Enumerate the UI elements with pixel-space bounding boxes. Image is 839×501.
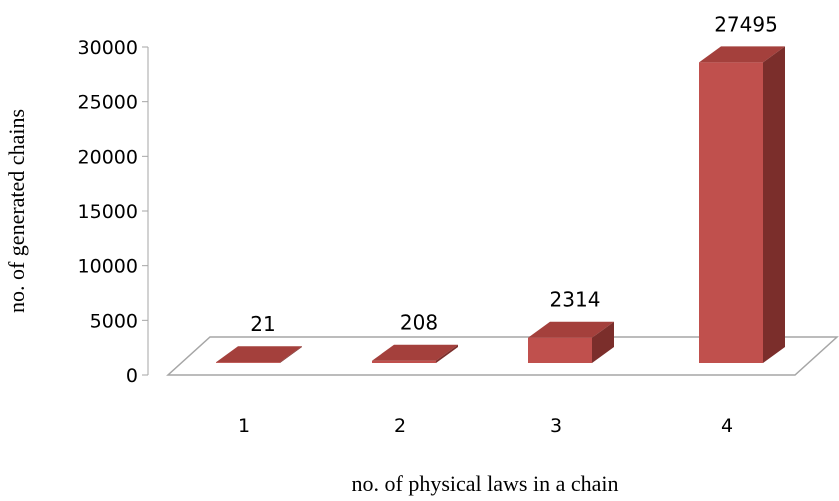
bar bbox=[216, 346, 302, 363]
bar-side bbox=[280, 346, 302, 363]
x-tick-label: 2 bbox=[394, 415, 406, 437]
bar-front bbox=[699, 62, 763, 363]
data-label: 2314 bbox=[550, 288, 601, 312]
x-tick-label: 4 bbox=[721, 415, 733, 437]
bar-front bbox=[372, 360, 436, 363]
bar-top bbox=[372, 344, 458, 361]
x-axis-title: no. of physical laws in a chain bbox=[352, 471, 619, 496]
y-axis: 0 5000 10000 15000 20000 25000 30000 bbox=[78, 37, 149, 387]
y-axis-title: no. of generated chains bbox=[4, 109, 29, 313]
data-label: 208 bbox=[400, 311, 438, 335]
y-tick-label: 15000 bbox=[78, 201, 138, 223]
bar-top bbox=[699, 46, 785, 63]
bars bbox=[216, 46, 785, 363]
bar-front bbox=[216, 362, 280, 363]
y-tick-label: 5000 bbox=[90, 310, 138, 332]
bar-top bbox=[216, 346, 302, 363]
data-label: 21 bbox=[250, 312, 275, 336]
bar-front bbox=[528, 337, 592, 363]
chart-floor bbox=[166, 336, 839, 376]
y-tick-label: 20000 bbox=[78, 146, 138, 168]
x-tick-label: 1 bbox=[238, 415, 250, 437]
bar bbox=[699, 46, 785, 363]
bar bbox=[528, 321, 614, 363]
x-tick-label: 3 bbox=[550, 415, 562, 437]
bar-side bbox=[592, 321, 614, 363]
y-tick-label: 25000 bbox=[78, 92, 138, 114]
bar-side bbox=[763, 46, 785, 363]
data-label: 27495 bbox=[714, 12, 778, 36]
y-tick-label: 10000 bbox=[78, 256, 138, 278]
bar bbox=[372, 344, 458, 363]
bar-top bbox=[528, 321, 614, 338]
labels: 21 1 208 2 2314 3 27495 4 bbox=[238, 12, 778, 437]
y-tick-label: 30000 bbox=[78, 37, 138, 59]
y-tick-label: 0 bbox=[126, 365, 138, 387]
bar-side bbox=[436, 344, 458, 363]
floor-plane bbox=[166, 336, 839, 376]
